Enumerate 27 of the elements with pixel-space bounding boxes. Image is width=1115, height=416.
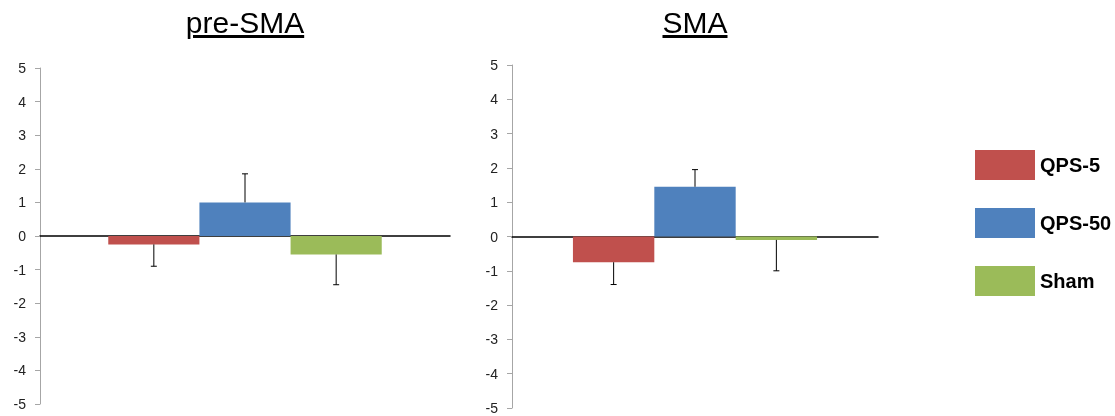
y-tick-label: 0 <box>490 228 499 245</box>
y-tick-label: 0 <box>18 228 27 244</box>
chart-title: SMA <box>661 6 729 40</box>
legend-label: Sham <box>1040 270 1095 292</box>
legend-label: QPS-50 <box>1040 212 1112 234</box>
y-tick-label: 1 <box>18 194 27 211</box>
y-tick-label: 4 <box>18 93 27 110</box>
y-tick-label: 1 <box>490 194 499 211</box>
y-tick-label: -3 <box>485 331 499 348</box>
y-tick-label: -4 <box>485 365 499 382</box>
y-tick-label: 2 <box>18 160 27 177</box>
y-tick-label: -5 <box>13 396 27 412</box>
y-tick-label: 5 <box>18 60 27 76</box>
y-tick-label: -3 <box>13 328 27 345</box>
legend-label: QPS-5 <box>1040 154 1101 176</box>
y-tick-label: -2 <box>485 297 499 314</box>
y-tick-label: 5 <box>490 57 499 73</box>
y-tick-label: 4 <box>490 91 499 108</box>
y-tick-label: -1 <box>13 261 27 278</box>
y-tick-label: -2 <box>13 295 27 312</box>
y-tick-label: -1 <box>485 262 499 279</box>
y-tick-label: -4 <box>13 362 27 379</box>
y-tick-label: 2 <box>490 159 499 176</box>
y-tick-label: -5 <box>485 400 499 416</box>
y-tick-label: 3 <box>18 127 27 144</box>
y-tick-label: 3 <box>490 125 499 142</box>
chart-title: pre-SMA <box>184 6 306 40</box>
